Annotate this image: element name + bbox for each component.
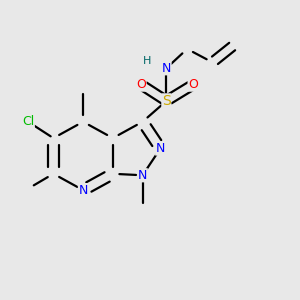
Text: N: N	[156, 142, 165, 155]
Text: O: O	[188, 78, 198, 91]
Text: N: N	[138, 169, 147, 182]
Text: S: S	[162, 94, 171, 108]
Text: N: N	[78, 184, 88, 196]
Text: Cl: Cl	[22, 115, 34, 128]
Text: H: H	[143, 56, 151, 66]
Text: O: O	[136, 78, 146, 91]
Text: N: N	[162, 62, 171, 75]
